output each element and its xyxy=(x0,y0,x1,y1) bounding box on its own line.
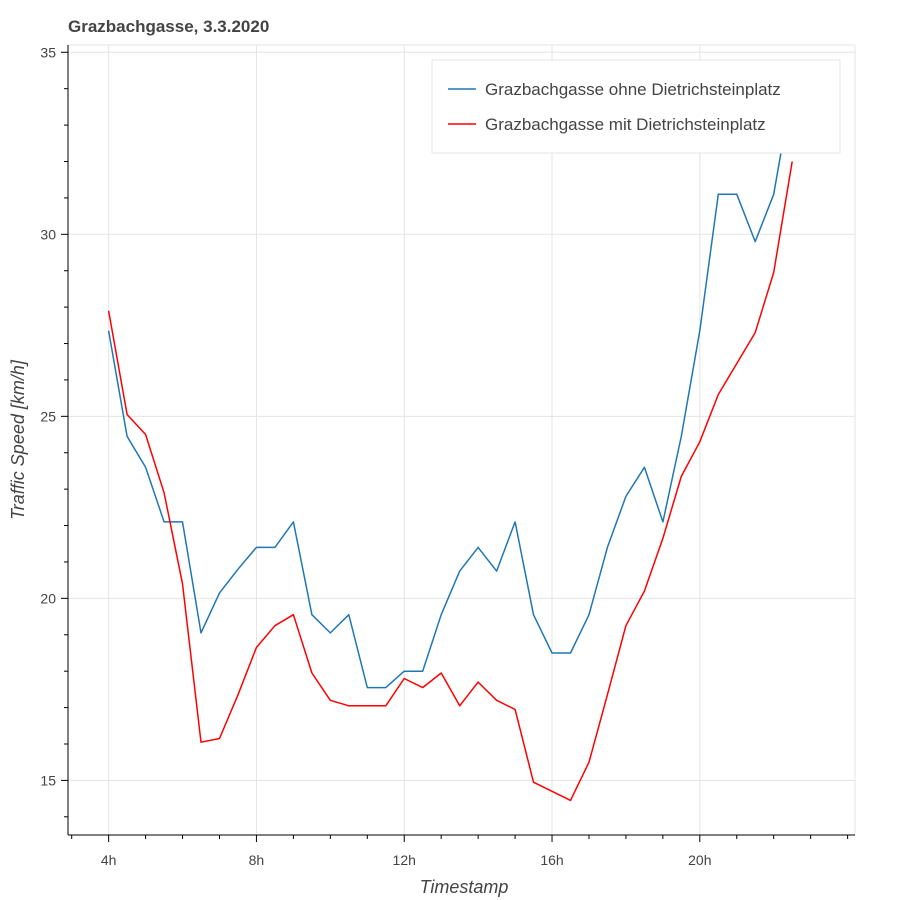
x-tick-label: 4h xyxy=(101,852,117,868)
legend-box xyxy=(431,59,841,154)
y-tick-label: 20 xyxy=(40,590,56,606)
legend: Grazbachgasse ohne Dietrichsteinplatz Gr… xyxy=(431,59,841,154)
y-axis-label: Traffic Speed [km/h] xyxy=(8,359,28,520)
x-axis-label: Timestamp xyxy=(420,877,509,897)
series-line-ohne xyxy=(107,88,793,689)
y-tick-label: 30 xyxy=(40,226,56,242)
legend-label-ohne: Grazbachgasse ohne Dietrichsteinplatz xyxy=(485,80,781,99)
chart-title: Grazbachgasse, 3.3.2020 xyxy=(68,17,269,36)
x-tick-label: 20h xyxy=(688,852,711,868)
axis-ticks: 15 20 25 30 35 4h 8h 12h 16h 20h xyxy=(40,44,849,868)
axes xyxy=(67,45,855,836)
y-tick-label: 35 xyxy=(40,44,56,60)
series-line-mit xyxy=(107,161,793,802)
x-tick-label: 16h xyxy=(540,852,563,868)
series-lines xyxy=(107,88,793,802)
y-tick-label: 25 xyxy=(40,408,56,424)
x-tick-label: 12h xyxy=(393,852,416,868)
x-tick-label: 8h xyxy=(249,852,265,868)
legend-label-mit: Grazbachgasse mit Dietrichsteinplatz xyxy=(485,115,766,134)
y-tick-label: 15 xyxy=(40,772,56,788)
